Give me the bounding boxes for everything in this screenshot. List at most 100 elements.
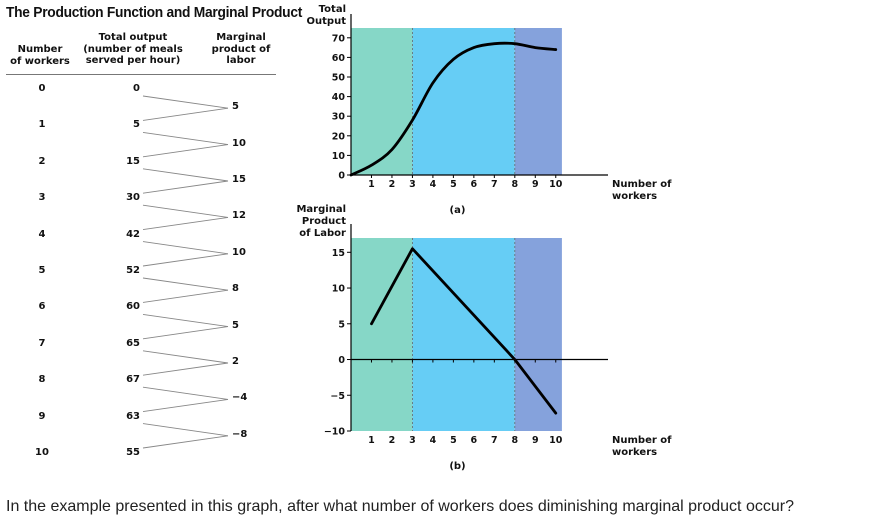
- connector-line: [142, 277, 229, 291]
- y-tick-label: 20: [332, 131, 346, 142]
- connector-line: [142, 241, 229, 255]
- connector-line: [142, 398, 229, 413]
- marginal-product-chart: −10 −5 0 5 10 15 1 2 3 4 5 6 7 8 9 10 MarginalProductof …: [296, 204, 672, 472]
- connector-line: [142, 180, 229, 194]
- total-output-curve: [349, 41, 558, 177]
- marginal-product-cell: 5: [232, 101, 239, 113]
- workers-cell: 7: [38, 337, 46, 349]
- total-output-cell: 15: [126, 155, 140, 167]
- marginal-product-cell: −8: [232, 428, 248, 440]
- connector-line: [142, 386, 229, 400]
- connector-line: [142, 144, 229, 158]
- x-tick-label: 5: [450, 179, 457, 190]
- panel-label: (a): [450, 205, 466, 216]
- x-axis-label: workers: [612, 447, 657, 458]
- total-output-cell: 42: [126, 228, 140, 240]
- total-output-cell: 60: [126, 301, 140, 313]
- x-tick-label: 6: [471, 179, 478, 190]
- y-axis-label: Marginal: [296, 204, 346, 215]
- connector-line: [142, 204, 229, 218]
- connector-line: [142, 95, 229, 109]
- total-output-cell: 65: [126, 337, 140, 349]
- header-output-line3: served per hour): [85, 55, 181, 66]
- total-output-cell: 30: [126, 192, 140, 204]
- header-output-line1: Total output: [98, 32, 168, 43]
- x-tick-label: 1: [368, 435, 375, 446]
- header-mp-line1: Marginal: [216, 32, 266, 43]
- marginal-product-cell: 10: [232, 137, 246, 149]
- workers-cell: 1: [38, 119, 46, 131]
- connector-line: [142, 313, 229, 328]
- x-tick-label: 4: [430, 435, 437, 446]
- marginal-product-cell: 10: [232, 246, 246, 258]
- header-number-of-workers: Number of workers: [4, 44, 76, 67]
- x-tick-label: 9: [532, 435, 539, 446]
- x-tick-label: 8: [511, 435, 518, 446]
- x-axis-label: Number of: [612, 179, 672, 190]
- x-tick-label: 5: [450, 435, 457, 446]
- connector-line: [142, 216, 229, 231]
- total-output-cell: 0: [133, 83, 140, 94]
- marginal-product-connectors: [142, 95, 229, 449]
- connector-line: [142, 326, 229, 340]
- x-tick-label: 7: [491, 435, 498, 446]
- x-tick-label: 8: [511, 179, 518, 190]
- y-tick-label: 0: [338, 355, 345, 366]
- workers-cell: 2: [38, 155, 46, 167]
- y-tick-label: 60: [332, 53, 346, 64]
- total-output-cell: 55: [126, 447, 140, 458]
- panel-label: (b): [449, 461, 465, 472]
- x-tick-label: 9: [532, 179, 539, 190]
- stage-region: [351, 28, 413, 175]
- workers-cell: 0: [38, 83, 46, 94]
- connector-line: [142, 131, 229, 146]
- connector-line: [142, 423, 229, 437]
- x-tick-label: 2: [389, 435, 396, 446]
- stage-region: [514, 238, 562, 431]
- x-tick-label: 3: [409, 179, 416, 190]
- connector-line: [142, 253, 229, 267]
- stage-region: [514, 28, 562, 175]
- header-output-line2: (number of meals: [83, 43, 183, 55]
- header-mp-line3: labor: [226, 55, 256, 66]
- y-tick-label: −10: [324, 427, 346, 438]
- connector-line: [142, 289, 229, 303]
- workers-cell: 10: [35, 447, 49, 458]
- x-tick-label: 4: [430, 179, 437, 190]
- y-tick-label: 5: [338, 319, 345, 330]
- figure-title: The Production Function and Marginal Pro…: [6, 4, 303, 21]
- connector-line: [142, 107, 229, 121]
- connector-line: [142, 362, 229, 376]
- header-workers-line2: of workers: [10, 55, 70, 67]
- x-tick-label: 10: [549, 435, 563, 446]
- y-tick-label: 40: [332, 92, 346, 103]
- header-mp-line2: product of: [211, 43, 271, 55]
- y-axis-label: of Labor: [299, 228, 346, 239]
- y-tick-label: −5: [330, 391, 345, 402]
- header-total-output: Total output (number of meals served per…: [78, 32, 188, 67]
- x-axis-label: workers: [612, 191, 657, 202]
- y-tick-label: 30: [332, 112, 346, 123]
- workers-cell: 9: [38, 410, 46, 422]
- x-axis-label: Number of: [612, 435, 672, 446]
- workers-cell: 4: [38, 228, 46, 240]
- total-output-cell: 52: [126, 265, 140, 276]
- y-axis-label: Product: [302, 216, 346, 227]
- workers-cell: 8: [38, 374, 46, 386]
- x-tick-label: 6: [471, 435, 478, 446]
- header-marginal-product: Marginal product of labor: [200, 32, 282, 67]
- y-tick-label: 0: [338, 171, 345, 182]
- y-tick-label: 15: [332, 248, 345, 259]
- y-tick-label: 10: [332, 284, 346, 295]
- marginal-product-cell: 8: [232, 283, 239, 295]
- y-axis-label: Output: [307, 16, 347, 27]
- marginal-product-cell: 5: [232, 319, 239, 331]
- y-axis-label: Total: [319, 4, 346, 15]
- marginal-product-cell: 2: [232, 356, 239, 367]
- connector-line: [142, 350, 229, 364]
- y-tick-label: 10: [332, 151, 346, 162]
- workers-cell: 5: [38, 265, 46, 276]
- marginal-product-cell: 12: [232, 210, 246, 222]
- x-tick-label: 3: [409, 435, 416, 446]
